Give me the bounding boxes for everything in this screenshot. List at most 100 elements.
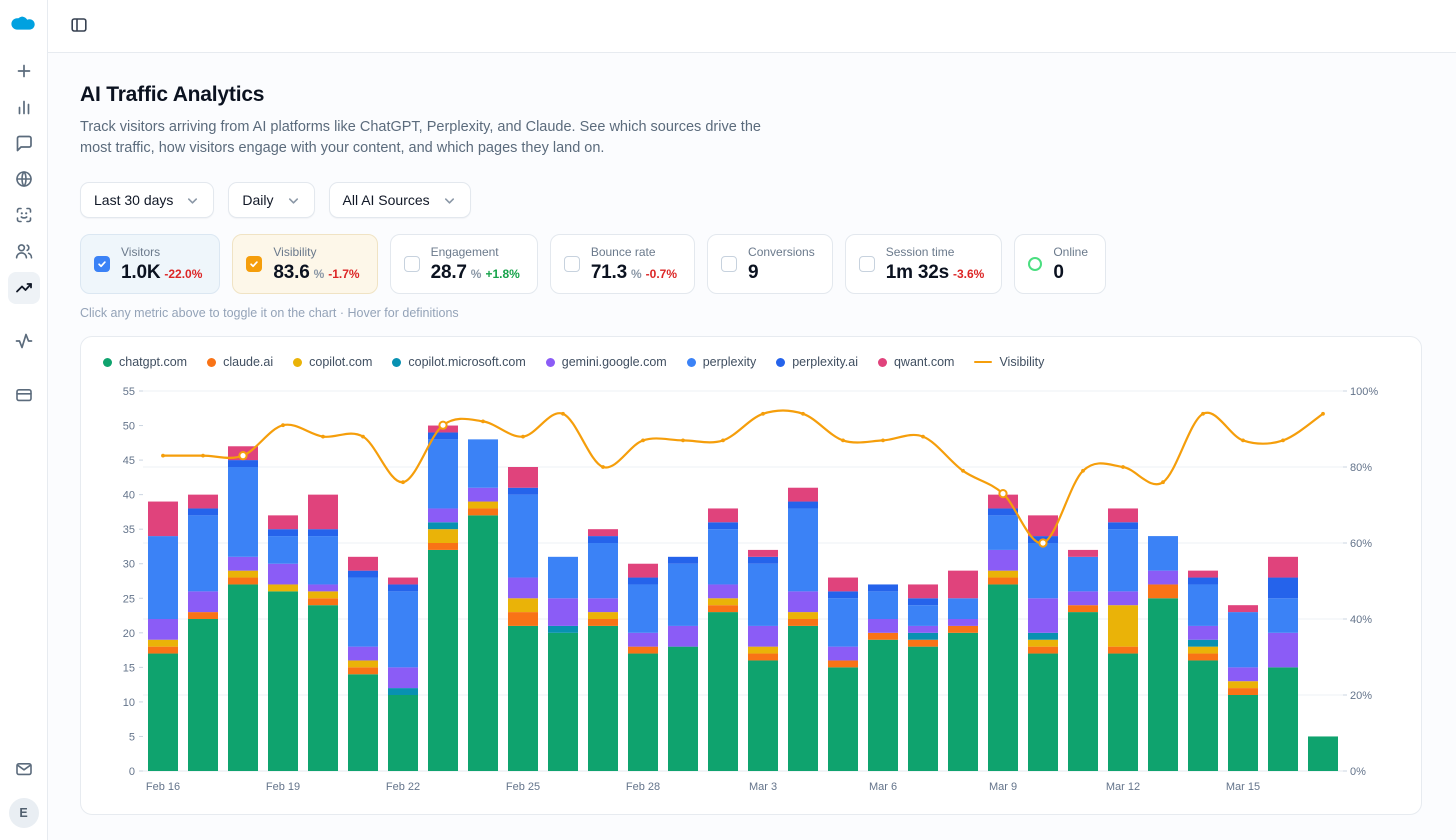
metric-card-session-time[interactable]: Session time 1m 32s -3.6% [844,234,1003,295]
svg-text:0%: 0% [1350,766,1366,778]
bar-segment [908,626,938,633]
metric-card-conversions[interactable]: Conversions 9 [707,234,833,295]
bar-segment [428,543,458,551]
legend-label: copilot.com [309,355,373,370]
metric-card-visibility[interactable]: Visibility 83.6 % -1.7% [232,234,378,295]
bar-segment [1068,556,1098,592]
line-point [681,438,685,443]
legend-item-perplexity: perplexity [686,355,756,369]
bar-segment [228,570,258,578]
line-highlight-marker [238,451,248,461]
bar-segment [348,577,378,647]
sidebar-item-mail[interactable] [8,754,40,786]
bar-segment [828,591,858,599]
bar-segment [628,646,658,654]
metric-card-engagement[interactable]: Engagement 28.7 % +1.8% [389,234,538,295]
bar-segment [428,508,458,523]
conversions-checkbox[interactable] [721,256,738,273]
mail-icon [14,759,34,782]
bar-segment [1188,570,1218,578]
bar-segment [828,667,858,772]
date-range-select[interactable]: Last 30 days [80,182,215,219]
bar-segment [268,563,298,585]
legend-item-perplexity.ai: perplexity.ai [776,355,858,369]
bar-segment [708,529,738,585]
metric-delta: -3.6% [952,267,985,282]
bounce-rate-checkbox[interactable] [563,256,580,273]
line-point [161,453,165,458]
sidebar-item-identity[interactable] [8,200,40,232]
stacked-bars [148,425,1338,772]
bar-segment [228,556,258,571]
bar-segment [588,612,618,620]
bar-segment [788,487,818,502]
svg-text:Feb 22: Feb 22 [386,781,420,793]
line-highlight-marker [998,489,1008,499]
sidebar-item-analytics[interactable] [8,92,40,124]
svg-text:Mar 6: Mar 6 [869,781,897,793]
chevron-down-icon [185,193,200,208]
legend-dot-icon [207,357,217,367]
app-logo[interactable] [10,8,38,46]
metric-value: 83.6 [273,262,310,284]
user-avatar[interactable]: E [8,798,39,828]
svg-text:Mar 12: Mar 12 [1106,781,1140,793]
sidebar-item-activity[interactable] [8,326,40,358]
visitors-checkbox[interactable] [94,256,110,273]
bar-segment [1028,598,1058,633]
sidebar-toggle-button[interactable] [62,9,96,43]
bar-segment [268,584,298,592]
granularity-select[interactable]: Daily [228,182,315,219]
sidebar-item-messages[interactable] [8,128,40,160]
bar-segment [1028,632,1058,640]
bar-segment [1228,667,1258,682]
bar-segment [468,439,498,488]
chevron-down-icon [286,193,301,208]
sidebar-item-new[interactable] [8,56,40,88]
source-select[interactable]: All AI Sources [328,182,471,219]
metric-card-visitors[interactable]: Visitors 1.0K -22.0% [80,234,221,295]
svg-text:40%: 40% [1350,614,1372,626]
bar-segment [588,536,618,544]
bar-segment [1228,681,1258,689]
sidebar-item-billing[interactable] [8,380,40,412]
chart-hint: Click any metric above to toggle it on t… [80,306,459,321]
bar-segment [428,439,458,509]
engagement-checkbox[interactable] [403,256,420,273]
sidebar-item-traffic[interactable] [7,272,40,304]
bar-segment [988,508,1018,516]
metric-body: Session time 1m 32s -3.6% [886,246,985,282]
bar-segment [788,508,818,592]
metric-value: 1.0K [121,262,161,284]
svg-text:Mar 3: Mar 3 [749,781,777,793]
bar-segment [908,639,938,647]
bar-segment [988,584,1018,772]
metric-card-online[interactable]: Online 0 [1014,234,1107,295]
legend-dot-icon [776,357,786,367]
legend-label: gemini.google.com [561,355,667,370]
metric-body: Online 0 [1053,246,1088,282]
bar-segment [388,667,418,689]
line-highlight-marker [1038,538,1048,548]
bar-segment [348,570,378,578]
bar-segment [828,646,858,661]
legend-label: Visibility [999,355,1045,370]
metric-card-bounce-rate[interactable]: Bounce rate 71.3 % -0.7% [549,234,696,295]
line-highlight-marker [438,420,448,430]
line-point [761,412,765,416]
top-bar [48,0,1456,53]
legend-dot-icon [392,357,402,367]
bar-segment [1188,653,1218,661]
visibility-checkbox[interactable] [246,256,263,273]
session-time-checkbox[interactable] [858,256,875,273]
bar-segment [628,577,658,585]
line-point [201,453,205,458]
bar-segment [268,536,298,564]
metric-delta: -0.7% [645,267,678,282]
sidebar-item-web[interactable] [8,164,40,196]
bar-segment [348,556,378,571]
bar-segment [788,612,818,620]
sidebar-item-users[interactable] [8,236,40,268]
bar-segment [748,646,778,654]
bar-segment [348,646,378,661]
